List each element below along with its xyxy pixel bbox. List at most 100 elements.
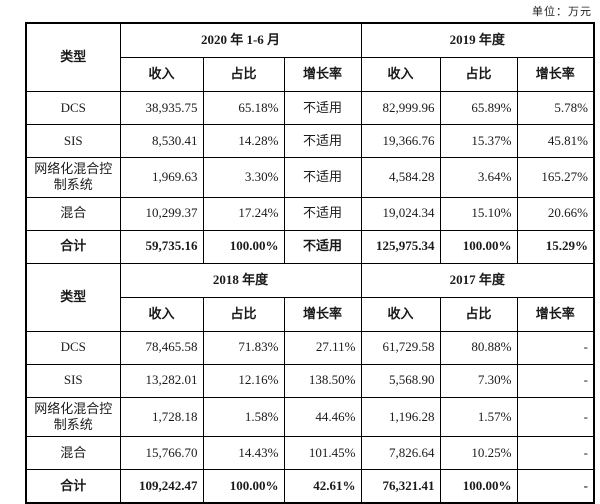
- revenue-cell: 76,321.41: [360, 469, 441, 504]
- revenue-cell: 19,024.34: [360, 196, 441, 231]
- col-header-share: 占比: [202, 57, 285, 92]
- table-row-hybrid: 混合 15,766.70 14.43% 101.45% 7,826.64 10.…: [25, 436, 595, 470]
- type-column-header: 类型: [25, 22, 121, 92]
- column-header-row: 收入 占比 增长率 收入 占比 增长率: [26, 296, 595, 332]
- revenue-cell: 7,826.64: [360, 436, 441, 470]
- revenue-by-type-table: 类型 2020 年 1-6 月 2019 年度 收入 占比 增长率 收入 占比 …: [25, 22, 596, 504]
- share-cell: 15.10%: [439, 196, 518, 231]
- col-header-revenue: 收入: [360, 296, 441, 332]
- growth-cell: -: [516, 396, 595, 437]
- type-column-header: 类型: [25, 262, 121, 332]
- revenue-cell: 10,299.37: [119, 196, 204, 231]
- table-row-dcs: DCS 38,935.75 65.18% 不适用 82,999.96 65.89…: [25, 91, 595, 125]
- growth-cell: -: [516, 330, 595, 365]
- revenue-cell: 61,729.58: [360, 330, 441, 365]
- table-row-dcs: DCS 78,465.58 71.83% 27.11% 61,729.58 80…: [25, 330, 595, 365]
- col-header-share: 占比: [202, 296, 285, 332]
- table-row-hybrid: 混合 10,299.37 17.24% 不适用 19,024.34 15.10%…: [25, 196, 595, 231]
- revenue-cell: 19,366.76: [360, 124, 441, 158]
- revenue-cell: 1,728.18: [119, 396, 204, 437]
- period-header-2017: 2017 年度: [360, 262, 595, 298]
- growth-cell: 不适用: [283, 157, 362, 198]
- growth-cell: 不适用: [283, 124, 362, 158]
- share-cell: 100.00%: [202, 469, 285, 504]
- period-header-2018: 2018 年度: [119, 262, 362, 298]
- share-cell: 65.89%: [439, 91, 518, 125]
- col-header-growth: 增长率: [516, 296, 595, 332]
- share-cell: 3.64%: [439, 157, 518, 198]
- share-cell: 3.30%: [202, 157, 285, 198]
- growth-cell: -: [516, 436, 595, 470]
- row-label: SIS: [25, 124, 121, 158]
- row-label: SIS: [25, 363, 121, 398]
- growth-cell: 不适用: [283, 196, 362, 231]
- share-cell: 1.57%: [439, 396, 518, 437]
- growth-cell: 45.81%: [516, 124, 595, 158]
- row-label: 网络化混合控制系统: [25, 396, 121, 437]
- growth-cell: 165.27%: [516, 157, 595, 198]
- revenue-cell: 4,584.28: [360, 157, 441, 198]
- revenue-cell: 5,568.90: [360, 363, 441, 398]
- share-cell: 14.28%: [202, 124, 285, 158]
- column-header-row: 收入 占比 增长率 收入 占比 增长率: [26, 57, 595, 92]
- share-cell: 100.00%: [439, 229, 518, 264]
- share-cell: 7.30%: [439, 363, 518, 398]
- share-cell: 1.58%: [202, 396, 285, 437]
- revenue-cell: 59,735.16: [119, 229, 204, 264]
- revenue-cell: 8,530.41: [119, 124, 204, 158]
- row-label: 混合: [25, 196, 121, 231]
- col-header-growth: 增长率: [283, 57, 362, 92]
- share-cell: 15.37%: [439, 124, 518, 158]
- growth-cell: -: [516, 363, 595, 398]
- growth-cell: 不适用: [283, 91, 362, 125]
- share-cell: 12.16%: [202, 363, 285, 398]
- growth-cell: -: [516, 469, 595, 504]
- col-header-share: 占比: [439, 296, 518, 332]
- revenue-cell: 1,196.28: [360, 396, 441, 437]
- period-header-2019: 2019 年度: [360, 22, 595, 58]
- growth-cell: 101.45%: [283, 436, 362, 470]
- revenue-cell: 78,465.58: [119, 330, 204, 365]
- table-row-total: 合计 109,242.47 100.00% 42.61% 76,321.41 1…: [25, 469, 595, 504]
- share-cell: 80.88%: [439, 330, 518, 365]
- row-label: 网络化混合控制系统: [25, 157, 121, 198]
- revenue-cell: 15,766.70: [119, 436, 204, 470]
- table-row-networked-hybrid: 网络化混合控制系统 1,969.63 3.30% 不适用 4,584.28 3.…: [25, 157, 595, 198]
- table-row-sis: SIS 13,282.01 12.16% 138.50% 5,568.90 7.…: [25, 363, 595, 398]
- growth-cell: 27.11%: [283, 330, 362, 365]
- row-label: 混合: [25, 436, 121, 470]
- share-cell: 71.83%: [202, 330, 285, 365]
- growth-cell: 不适用: [283, 229, 362, 264]
- growth-cell: 5.78%: [516, 91, 595, 125]
- growth-cell: 42.61%: [283, 469, 362, 504]
- col-header-growth: 增长率: [516, 57, 595, 92]
- revenue-cell: 38,935.75: [119, 91, 204, 125]
- row-label: DCS: [25, 91, 121, 125]
- row-label: DCS: [25, 330, 121, 365]
- col-header-revenue: 收入: [360, 57, 441, 92]
- revenue-cell: 13,282.01: [119, 363, 204, 398]
- period-header-row: 类型 2018 年度 2017 年度: [25, 262, 595, 332]
- share-cell: 14.43%: [202, 436, 285, 470]
- col-header-growth: 增长率: [283, 296, 362, 332]
- share-cell: 100.00%: [202, 229, 285, 264]
- table-row-networked-hybrid: 网络化混合控制系统 1,728.18 1.58% 44.46% 1,196.28…: [25, 396, 595, 437]
- period-header-2020h1: 2020 年 1-6 月: [119, 22, 362, 58]
- revenue-cell: 1,969.63: [119, 157, 204, 198]
- col-header-revenue: 收入: [119, 296, 204, 332]
- unit-label: 单位：万元: [532, 6, 592, 18]
- row-label: 合计: [25, 469, 121, 504]
- growth-cell: 15.29%: [516, 229, 595, 264]
- col-header-revenue: 收入: [119, 57, 204, 92]
- table-row-sis: SIS 8,530.41 14.28% 不适用 19,366.76 15.37%…: [25, 124, 595, 158]
- share-cell: 17.24%: [202, 196, 285, 231]
- share-cell: 10.25%: [439, 436, 518, 470]
- growth-cell: 20.66%: [516, 196, 595, 231]
- share-cell: 65.18%: [202, 91, 285, 125]
- share-cell: 100.00%: [439, 469, 518, 504]
- row-label: 合计: [25, 229, 121, 264]
- col-header-share: 占比: [439, 57, 518, 92]
- table-row-total: 合计 59,735.16 100.00% 不适用 125,975.34 100.…: [25, 229, 595, 264]
- growth-cell: 44.46%: [283, 396, 362, 437]
- revenue-cell: 82,999.96: [360, 91, 441, 125]
